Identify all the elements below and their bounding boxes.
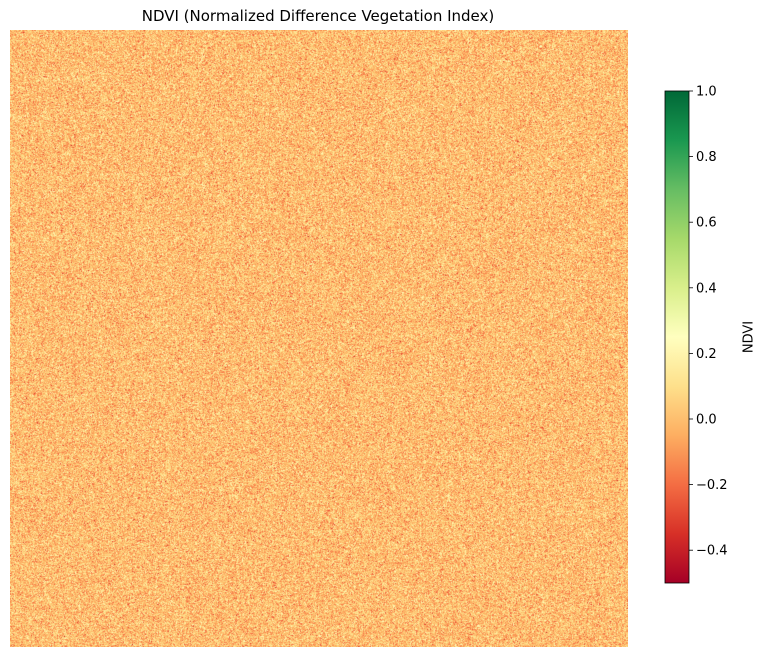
colorbar-tick-label: 0.8 (696, 150, 717, 165)
colorbar-tick-label: −0.4 (696, 544, 728, 559)
chart-title: NDVI (Normalized Difference Vegetation I… (142, 7, 495, 25)
heatmap-raster (10, 30, 628, 647)
colorbar-ticks: 1.0 0.8 0.6 0.4 0.2 0.0 −0.2 −0.4 (689, 85, 728, 559)
colorbar-tick-label: 0.6 (696, 216, 717, 231)
colorbar: 1.0 0.8 0.6 0.4 0.2 0.0 −0.2 −0.4 NDVI (664, 85, 757, 584)
colorbar-tick-label: 0.2 (696, 347, 717, 362)
colorbar-tick-label: −0.2 (696, 478, 728, 493)
colorbar-tick-label: 1.0 (696, 85, 717, 100)
heatmap (10, 30, 628, 647)
colorbar-label: NDVI (742, 321, 757, 353)
colorbar-bar (664, 90, 690, 584)
colorbar-tick-label: 0.0 (696, 413, 717, 428)
colorbar-tick-label: 0.4 (696, 281, 717, 296)
